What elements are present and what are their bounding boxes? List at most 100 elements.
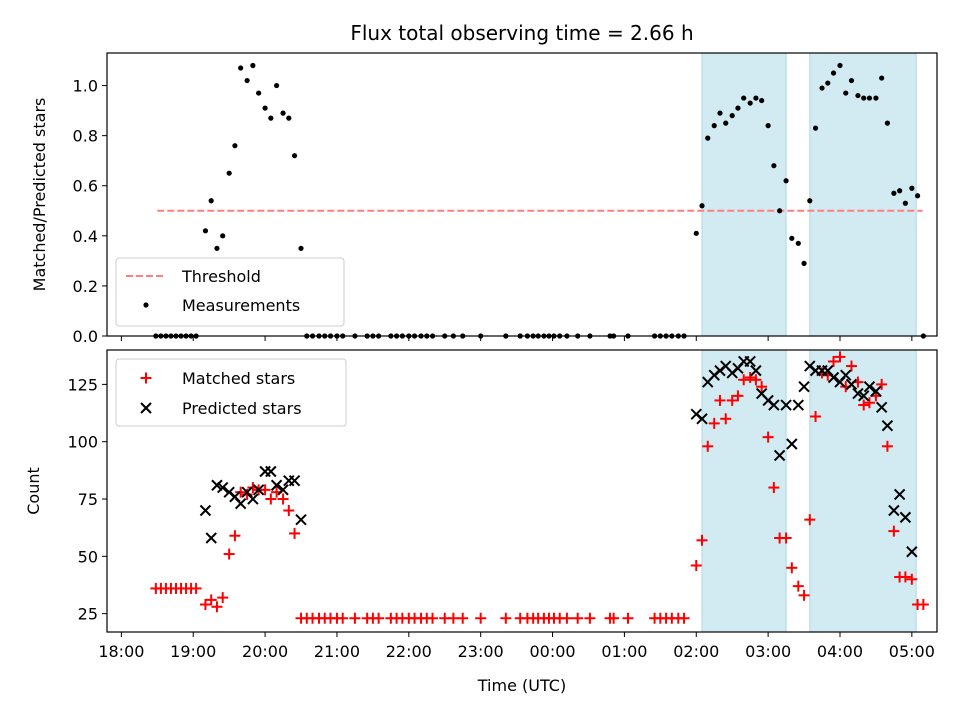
predicted-star-point bbox=[270, 479, 283, 491]
x-axis-label: Time (UTC) bbox=[477, 676, 566, 695]
matched-star-point bbox=[708, 417, 720, 429]
measurement-point bbox=[250, 62, 256, 69]
matched-star-point bbox=[786, 562, 798, 574]
marker-stroke bbox=[696, 413, 708, 425]
measurement-point bbox=[226, 170, 232, 176]
observing-span bbox=[809, 349, 917, 633]
predicted-star-point bbox=[780, 399, 792, 411]
measurement-point bbox=[801, 260, 807, 266]
marker-stroke bbox=[798, 380, 810, 393]
marker-stroke bbox=[295, 513, 307, 526]
legend-matched-swatch bbox=[140, 372, 152, 384]
measurement-point bbox=[771, 163, 777, 169]
legend-bottom: Matched stars Predicted stars bbox=[115, 358, 347, 427]
measurement-point bbox=[244, 77, 250, 84]
predicted-star-point bbox=[744, 355, 756, 368]
marker-stroke bbox=[216, 481, 229, 494]
matched-star-point bbox=[500, 612, 512, 624]
matched-star-point bbox=[211, 601, 223, 613]
measurement-point bbox=[843, 90, 849, 96]
marker-stroke bbox=[288, 474, 301, 487]
measurement-point bbox=[884, 120, 891, 126]
measurement-point bbox=[891, 190, 897, 196]
measurement-point bbox=[214, 245, 220, 251]
predicted-star-point bbox=[252, 484, 265, 496]
marker-stroke bbox=[899, 511, 912, 524]
matched-star-point bbox=[714, 394, 726, 406]
matched-star-point bbox=[373, 612, 385, 624]
measurement-point bbox=[717, 110, 723, 116]
predicted-star-point bbox=[205, 532, 217, 544]
marker-stroke bbox=[744, 355, 756, 368]
legend-measurement-label: Measurements bbox=[182, 296, 300, 315]
matched-star-point bbox=[702, 440, 714, 452]
measurement-point bbox=[699, 203, 705, 209]
measurement-point bbox=[220, 233, 226, 239]
marker-stroke bbox=[881, 419, 894, 432]
measurement-point bbox=[914, 193, 921, 199]
y-tick-label: 100 bbox=[67, 433, 98, 452]
x-tick-label: 19:00 bbox=[170, 642, 216, 661]
x-ticks-top bbox=[120, 336, 913, 341]
predicted-star-point bbox=[786, 438, 798, 450]
matched-star-point bbox=[888, 525, 900, 537]
predicted-star-point bbox=[899, 511, 912, 524]
marker-stroke bbox=[229, 491, 241, 503]
predicted-star-point bbox=[265, 465, 277, 478]
x-tick-label: 00:00 bbox=[529, 642, 575, 661]
matched-star-point bbox=[277, 493, 289, 505]
measurement-point bbox=[729, 113, 735, 119]
legend-matched-label: Matched stars bbox=[182, 369, 295, 388]
y-tick-label: 75 bbox=[78, 490, 98, 509]
measurement-point bbox=[783, 178, 789, 184]
y-axis-label-top: Matched/Predicted stars bbox=[30, 98, 49, 292]
predicted-star-point bbox=[234, 497, 247, 510]
matched-stars-points bbox=[150, 351, 929, 624]
matched-star-point bbox=[881, 440, 893, 452]
matched-star-point bbox=[229, 530, 241, 542]
measurement-point bbox=[866, 95, 873, 101]
marker-stroke bbox=[755, 387, 768, 400]
matched-star-point bbox=[732, 390, 744, 402]
observing-span bbox=[701, 52, 787, 337]
predicted-star-point bbox=[750, 364, 762, 377]
matched-star-point bbox=[190, 582, 202, 594]
matched-star-point bbox=[906, 573, 918, 585]
matched-star-point bbox=[798, 589, 810, 601]
predicted-star-point bbox=[863, 380, 876, 393]
matched-star-point bbox=[863, 397, 875, 409]
predicted-star-point bbox=[798, 380, 810, 393]
marker-stroke bbox=[822, 364, 834, 377]
measurement-point bbox=[807, 198, 813, 204]
matched-star-point bbox=[259, 484, 271, 496]
matched-star-point bbox=[810, 410, 822, 422]
predicted-star-point bbox=[288, 474, 301, 487]
measurement-point bbox=[202, 228, 209, 234]
observing-span bbox=[809, 52, 917, 337]
x-axis-bottom: 18:00 19:00 20:00 21:00 22:00 23:00 00:00 01:00… bbox=[98, 632, 935, 661]
predicted-star-point bbox=[295, 513, 307, 526]
matched-star-point bbox=[217, 592, 229, 604]
measurement-point bbox=[753, 95, 759, 101]
marker-stroke bbox=[762, 394, 774, 407]
predicted-star-point bbox=[893, 488, 906, 501]
predicted-star-point bbox=[840, 369, 852, 381]
matched-star-point bbox=[457, 612, 469, 624]
plot-frame-bottom bbox=[106, 349, 938, 633]
matched-star-point bbox=[223, 548, 235, 560]
matched-star-point bbox=[804, 514, 816, 526]
legend-predicted-swatch bbox=[140, 402, 152, 414]
marker-stroke bbox=[205, 532, 217, 544]
predicted-star-point bbox=[768, 399, 780, 411]
matched-star-point bbox=[720, 413, 732, 425]
matched-star-point bbox=[917, 598, 929, 610]
legend-measurement-swatch bbox=[143, 302, 149, 308]
ratio-panel: Flux total observing time = 2.66 h 0.00.… bbox=[30, 21, 938, 346]
matched-star-point bbox=[622, 612, 634, 624]
measurement-point bbox=[280, 110, 286, 116]
marker-stroke bbox=[804, 360, 816, 372]
matched-star-point bbox=[768, 482, 780, 494]
matched-star-point bbox=[696, 534, 708, 546]
marker-stroke bbox=[786, 438, 798, 450]
matched-star-point bbox=[899, 571, 911, 583]
